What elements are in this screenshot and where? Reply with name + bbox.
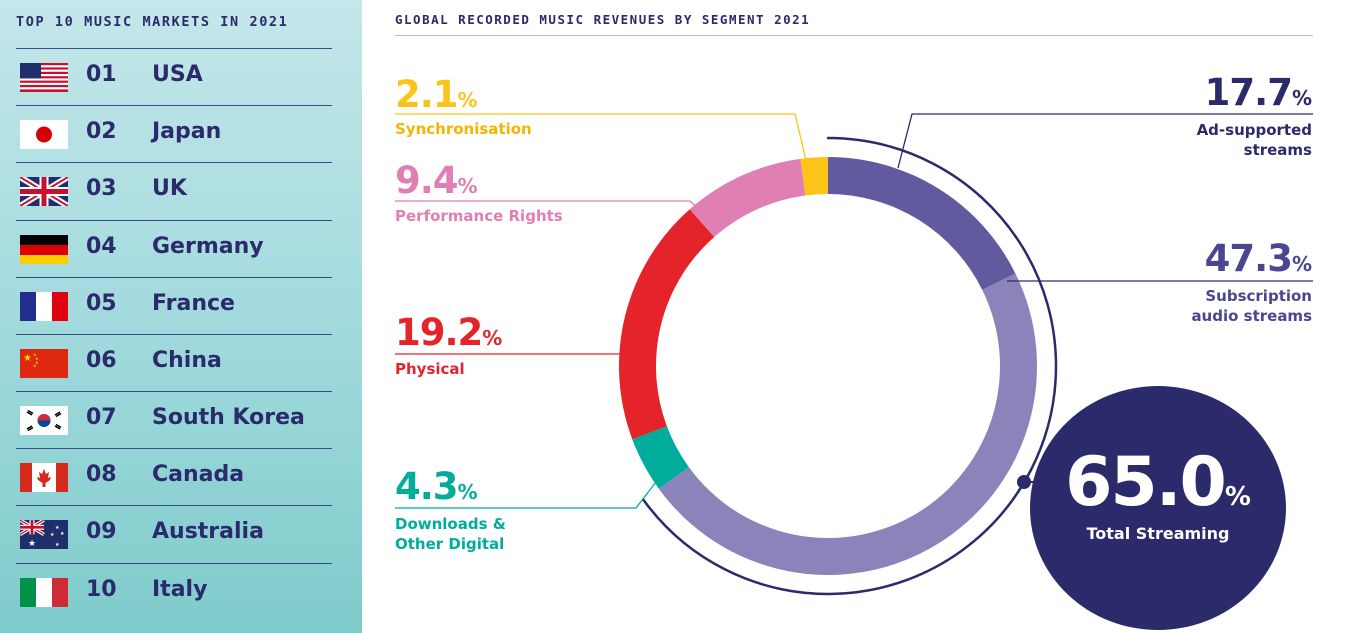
market-rank: 03 [86, 176, 117, 201]
title-divider [395, 35, 1313, 36]
market-name: France [152, 291, 235, 316]
market-name: Japan [152, 119, 222, 144]
market-name: South Korea [152, 405, 305, 430]
market-row-france: 05 France [16, 277, 332, 334]
slice-downloads-other-digital [632, 426, 689, 489]
market-name: Australia [152, 519, 264, 544]
markets-title: TOP 10 MUSIC MARKETS IN 2021 [16, 14, 289, 30]
physical-value: 19.2% [395, 311, 503, 354]
canada-flag-icon [20, 463, 68, 492]
south-korea-flag-icon [20, 406, 68, 435]
australia-flag-icon: ★ ★ ★ ★ ★ [20, 520, 68, 549]
leader-line-performance-rights [395, 200, 703, 213]
china-flag-icon: ★ ★ ★ ★ ★ [20, 349, 68, 378]
market-name: Germany [152, 234, 264, 259]
market-name: USA [152, 62, 203, 87]
streaming-bracket-arc [642, 136, 1058, 596]
market-rank: 07 [86, 405, 117, 430]
market-name: Italy [152, 577, 208, 602]
market-row-uk: 03 UK [16, 162, 332, 219]
physical-label: Physical [395, 360, 465, 378]
svg-text:★: ★ [35, 360, 39, 365]
top-markets-panel: TOP 10 MUSIC MARKETS IN 2021 01 USA 02 [0, 0, 362, 633]
ad-supported-value: 17.7% [1204, 71, 1312, 114]
market-row-australia: ★ ★ ★ ★ ★ 09 Australia [16, 505, 332, 562]
streaming-connector-dot [1017, 475, 1031, 489]
svg-text:★: ★ [50, 532, 55, 538]
usa-flag-icon [20, 63, 68, 92]
svg-text:★: ★ [33, 352, 37, 357]
leader-line-synchronisation [395, 113, 807, 161]
germany-flag-icon [20, 235, 68, 264]
market-rank: 06 [86, 348, 117, 373]
market-row-canada: 08 Canada [16, 448, 332, 505]
slice-performance-rights [689, 158, 806, 237]
svg-text:★: ★ [55, 542, 60, 548]
market-rank: 01 [86, 62, 117, 87]
downloads-value: 4.3% [395, 465, 478, 508]
market-rank: 02 [86, 119, 117, 144]
market-rank: 05 [86, 291, 117, 316]
svg-text:★: ★ [28, 539, 36, 549]
market-row-germany: 04 Germany [16, 220, 332, 277]
performance-rights-label: Performance Rights [395, 207, 563, 225]
downloads-label-line2: Other Digital [395, 535, 505, 553]
subscription-label-line1: Subscription [1205, 287, 1312, 305]
subscription-label-line2: audio streams [1191, 307, 1312, 325]
total-streaming-value: 65.0% [1065, 443, 1251, 522]
svg-text:★: ★ [60, 531, 65, 537]
subscription-value: 47.3% [1204, 237, 1312, 280]
leader-line-downloads [395, 481, 657, 509]
market-name: Canada [152, 462, 245, 487]
market-row-china: ★ ★ ★ ★ ★ 06 China [16, 334, 332, 391]
market-name: UK [152, 176, 187, 201]
chart-title: GLOBAL RECORDED MUSIC REVENUES BY SEGMEN… [395, 12, 811, 27]
market-rank: 08 [86, 462, 117, 487]
ad-supported-label-line2: streams [1243, 141, 1312, 159]
total-streaming-bubble [1030, 386, 1286, 630]
subscription-label: Subscription audio streams [1191, 286, 1312, 326]
france-flag-icon [20, 292, 68, 321]
svg-text:★: ★ [55, 525, 60, 531]
slice-synchronisation [800, 157, 828, 196]
ad-supported-label: Ad-supported streams [1197, 120, 1312, 160]
svg-text:★: ★ [35, 356, 39, 361]
uk-flag-icon [20, 177, 68, 206]
market-row-south-korea: 07 South Korea [16, 391, 332, 448]
ad-supported-label-line1: Ad-supported [1196, 121, 1312, 139]
downloads-label-line1: Downloads & [395, 515, 506, 533]
japan-flag-icon [20, 120, 68, 149]
market-rank: 04 [86, 234, 117, 259]
market-row-italy: 10 Italy [16, 563, 332, 620]
synchronisation-label: Synchronisation [395, 120, 532, 138]
svg-text:★: ★ [33, 363, 37, 368]
slice-subscription-audio-streams [658, 273, 1037, 575]
market-rank: 10 [86, 577, 117, 602]
italy-flag-icon [20, 578, 68, 607]
downloads-label: Downloads & Other Digital [395, 514, 506, 554]
slice-physical [618, 209, 715, 440]
performance-rights-value: 9.4% [395, 159, 478, 202]
market-row-japan: 02 Japan [16, 105, 332, 162]
synchronisation-value: 2.1% [395, 73, 478, 116]
slice-ad-supported-streams [828, 157, 1016, 290]
market-rank: 09 [86, 519, 117, 544]
svg-text:★: ★ [23, 353, 32, 364]
market-name: China [152, 348, 222, 373]
market-row-usa: 01 USA [16, 48, 332, 105]
total-streaming-label: Total Streaming [1086, 524, 1230, 543]
